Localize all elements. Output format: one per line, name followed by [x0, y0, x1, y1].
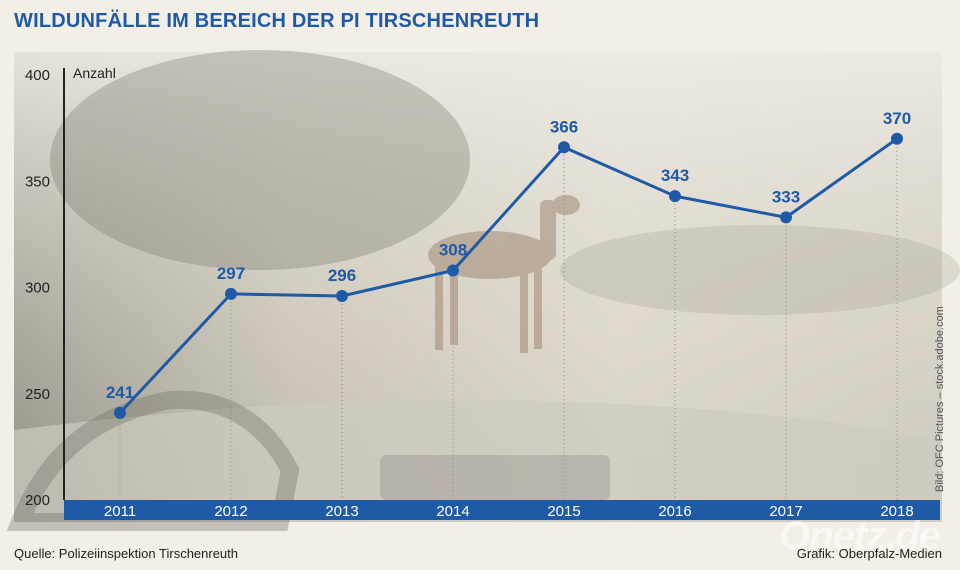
watermark-logo: Onetz.de	[779, 514, 941, 558]
x-tick-label: 2013	[325, 503, 358, 520]
data-label: 370	[883, 109, 911, 128]
data-point	[114, 406, 126, 419]
graphic-credit: Grafik: Oberpfalz-Medien	[796, 546, 942, 561]
source-note: Quelle: Polizeiinspektion Tirschenreuth	[14, 546, 239, 561]
data-point	[447, 264, 459, 277]
data-label: 333	[772, 187, 800, 206]
x-tick-label: 2014	[436, 503, 469, 520]
y-tick-label: 400	[25, 67, 50, 84]
data-label: 297	[217, 264, 245, 283]
y-tick-label: 350	[25, 173, 50, 190]
data-label: 296	[328, 266, 356, 285]
photo-credit: Bild: OFC Pictures – stock.adobe.com	[934, 306, 946, 492]
data-label: 308	[439, 241, 467, 260]
series-line	[118, 137, 898, 414]
data-point	[891, 132, 903, 145]
data-label: 366	[550, 117, 578, 136]
chart-title: WILDUNFÄLLE IM BEREICH DER PI TIRSCHENRE…	[14, 10, 540, 32]
data-point	[336, 290, 348, 302]
x-tick-label: 2011	[104, 503, 136, 520]
data-label: 241	[106, 383, 134, 402]
y-tick-labels: 200 250 300 350 400	[25, 67, 50, 509]
x-tick-label: 2017	[769, 503, 802, 520]
data-point	[558, 141, 570, 154]
data-labels: 241 297 296 308 366 343 333 370	[106, 109, 911, 402]
x-axis-band	[64, 500, 940, 520]
x-tick-label: 2016	[658, 503, 691, 520]
background-photo	[6, 50, 960, 531]
data-point	[780, 211, 792, 224]
x-tick-labels: 2011 2012 2013 2014 2015 2016 2017 2018	[104, 503, 914, 520]
deer-silhouette	[428, 195, 580, 353]
data-point	[225, 287, 237, 300]
data-points	[114, 132, 903, 419]
x-tick-label: 2015	[547, 503, 580, 520]
y-tick-label: 250	[25, 386, 50, 403]
y-tick-label: 300	[25, 280, 50, 297]
data-point	[669, 190, 681, 203]
x-tick-label: 2012	[214, 503, 247, 520]
vertical-guides	[119, 138, 898, 500]
y-tick-label: 200	[25, 492, 50, 509]
x-tick-label: 2018	[880, 503, 913, 520]
y-axis-label: Anzahl	[73, 65, 116, 81]
data-label: 343	[661, 166, 689, 185]
